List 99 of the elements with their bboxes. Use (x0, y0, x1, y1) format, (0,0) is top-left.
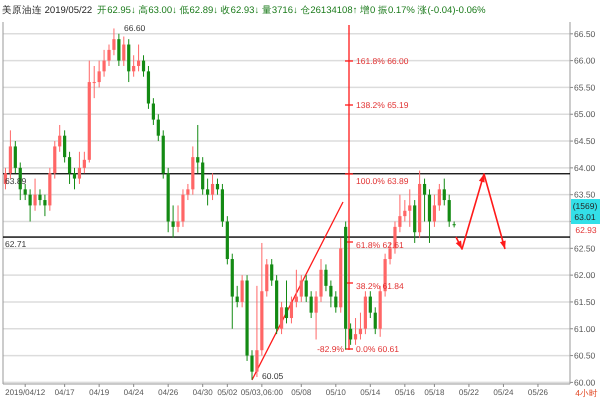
y-tick-label: 66.50 (574, 28, 596, 39)
x-tick-label: 04/26 (158, 388, 179, 397)
x-tick-label: 2019/04/12 (5, 388, 46, 397)
candlestick (156, 114, 160, 142)
candlestick (408, 188, 412, 228)
y-tick-label: 60.50 (574, 350, 596, 361)
y-tick-label: 64.00 (574, 162, 596, 173)
x-tick-label: 05/14 (360, 388, 381, 397)
candlestick (398, 194, 402, 233)
candlestick (142, 54, 146, 78)
x-tick-label: 04/30 (192, 388, 214, 397)
y-tick-label: 63.50 (574, 190, 596, 200)
chart-title: 美原油连 2019/05/22 (2, 4, 92, 16)
annotation: 161.8% 66.00 (356, 56, 409, 66)
candlestick (63, 130, 66, 164)
text: 62.93 (575, 225, 597, 235)
candlestick (196, 124, 200, 174)
candlestick (290, 296, 294, 324)
candlestick (117, 33, 120, 66)
candlestick (432, 194, 436, 228)
x-tick-label: 05/10 (326, 388, 346, 397)
chart-subtitle: 开62.95↓ 高63.00↓ 低62.89↓ 收62.93↓ 量3716↓ 仓26134108↑ 增0 振0.17% 涨(-0.04)-0.06% (97, 4, 486, 16)
candlestick (152, 98, 155, 126)
x-tick-label: 04/19 (89, 388, 110, 397)
candlestick (438, 183, 441, 212)
candlestick (255, 285, 259, 378)
candlestick (68, 151, 72, 184)
candlestick (210, 172, 214, 201)
annotation: 60.05 (262, 371, 284, 381)
y-tick-label: 65.00 (574, 109, 596, 120)
candlestick (368, 290, 372, 319)
candlestick (172, 204, 175, 238)
x-tick-label: 05/24 (493, 388, 514, 397)
annotation: 0.0% 60.61 (356, 344, 400, 354)
candlestick (324, 264, 328, 292)
candlestick (334, 290, 338, 314)
candlestick (176, 204, 180, 233)
candlestick (374, 306, 377, 335)
candlestick (280, 301, 284, 335)
candlestick (314, 290, 318, 340)
candlestick (38, 188, 42, 206)
text: (1569) (572, 201, 598, 211)
x-tick-label: 05/03,06:00 (240, 388, 284, 397)
y-tick-label: 62.00 (574, 270, 596, 280)
candlestick (304, 274, 308, 302)
candlestick (14, 140, 17, 174)
candlestick (216, 178, 220, 196)
candlestick (329, 280, 332, 308)
candlestick (102, 49, 106, 78)
candlestick (348, 322, 352, 346)
candlestick (240, 274, 244, 308)
x-tick-label: 05/22 (458, 388, 480, 397)
candlestick (442, 178, 446, 206)
candlestick (294, 269, 298, 308)
y-tick-label: 66.00 (574, 56, 596, 66)
candlestick (284, 280, 288, 324)
candlestick (250, 350, 254, 380)
candlestick (33, 178, 37, 212)
text: 63.01 (574, 212, 596, 222)
y-tick-label: 64.50 (574, 136, 596, 146)
candlestick (72, 167, 76, 190)
candlestick (122, 36, 126, 66)
candlestick (107, 44, 111, 66)
y-tick-label: 61.50 (574, 296, 596, 307)
candlestick (270, 258, 274, 286)
y-tick-label: 61.00 (574, 324, 596, 334)
x-tick-label: 05/18 (424, 388, 445, 397)
y-tick-label: 60.00 (574, 377, 596, 388)
candlestick (136, 44, 140, 72)
candlestick (58, 124, 62, 152)
ref-line-label: 62.71 (5, 239, 27, 250)
annotation: 100.0% 63.89 (356, 176, 409, 186)
x-tick-label: 05/08 (291, 388, 312, 397)
annotation: 138.2% 65.19 (356, 100, 409, 110)
y-tick-label: 62.50 (574, 243, 596, 254)
x-tick-label: 04/24 (124, 388, 144, 397)
candlestick (78, 151, 82, 184)
candlestick (422, 178, 426, 222)
candlestick (354, 318, 358, 346)
candlestick (448, 194, 451, 228)
candlestick (132, 54, 136, 78)
x-tick-label: 04/17 (54, 388, 76, 397)
candlestick (82, 151, 86, 174)
candlestick (236, 285, 239, 308)
candlestick (98, 60, 101, 88)
candlestick (24, 183, 27, 201)
annotation: -82.9% (317, 344, 344, 354)
candlestick (310, 290, 313, 319)
candlestick (300, 274, 303, 302)
candlestick (28, 188, 32, 222)
x-tick-label: 05/26 (528, 388, 549, 397)
x-tick-label: 05/16 (394, 388, 416, 397)
candlestick (403, 200, 406, 222)
x-tick-label: 05/02 (217, 388, 238, 397)
text: 4小时 (575, 388, 598, 398)
annotation: 66.60 (124, 23, 146, 33)
candlestick (43, 194, 47, 217)
candlestick (112, 28, 116, 56)
y-tick-label: 65.50 (574, 82, 596, 92)
